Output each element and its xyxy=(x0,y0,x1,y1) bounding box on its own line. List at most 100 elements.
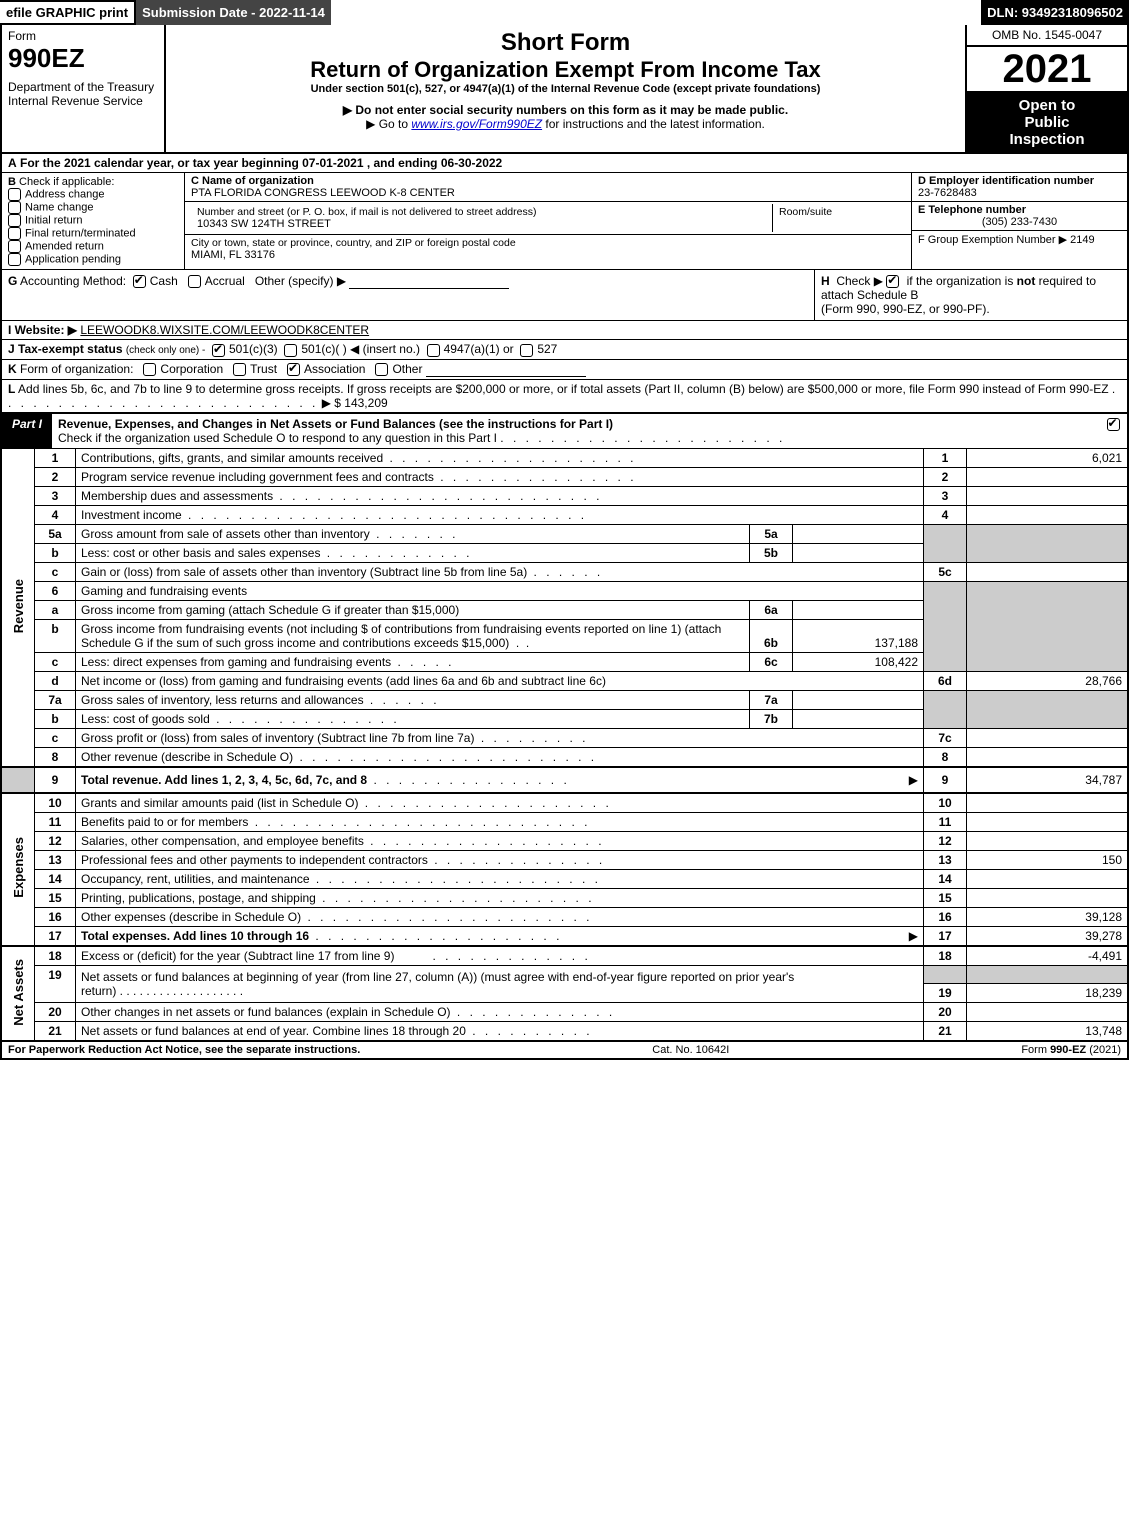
G-text: Accounting Method: xyxy=(20,274,126,288)
goto-prefix: ▶ Go to xyxy=(366,117,411,131)
l2-d: Program service revenue including govern… xyxy=(81,470,434,484)
ssn-warning: ▶ Do not enter social security numbers o… xyxy=(172,103,959,117)
cb-cash[interactable] xyxy=(133,275,146,288)
l7b-d: Less: cost of goods sold xyxy=(81,712,210,726)
K-corp: Corporation xyxy=(160,362,223,376)
cb-name-change[interactable] xyxy=(8,201,21,214)
l10-d: Grants and similar amounts paid (list in… xyxy=(81,796,358,810)
l18-n: 18 xyxy=(35,946,76,966)
l1-rn: 1 xyxy=(924,449,967,468)
form-id-block: Form 990EZ Department of the Treasury In… xyxy=(2,25,166,152)
J-c: 4947(a)(1) or xyxy=(444,342,514,356)
C-street-label: Number and street (or P. O. box, if mail… xyxy=(197,206,766,218)
l7c-d: Gross profit or (loss) from sales of inv… xyxy=(81,731,474,745)
l10-rn: 10 xyxy=(924,793,967,813)
cb-H[interactable] xyxy=(886,275,899,288)
cb-pending[interactable] xyxy=(8,253,21,266)
l12-rv xyxy=(967,831,1128,850)
l7b-mv xyxy=(793,709,924,728)
B-item-0: Address change xyxy=(25,188,105,200)
l7c-n: c xyxy=(35,728,76,747)
l4-rn: 4 xyxy=(924,505,967,524)
l5b-mv xyxy=(793,543,924,562)
I-url[interactable]: LEEWOODK8.WIXSITE.COM/LEEWOODK8CENTER xyxy=(80,323,369,337)
part1-title: Revenue, Expenses, and Changes in Net As… xyxy=(52,414,1103,448)
cb-part1-scho[interactable] xyxy=(1107,418,1120,431)
l6b-n: b xyxy=(35,619,76,652)
l20-d: Other changes in net assets or fund bala… xyxy=(81,1005,451,1019)
cb-final-return[interactable] xyxy=(8,227,21,240)
cb-527[interactable] xyxy=(520,344,533,357)
cb-other[interactable] xyxy=(375,363,388,376)
l13-rv: 150 xyxy=(967,850,1128,869)
form-number: 990EZ xyxy=(8,43,158,74)
sidebar-expenses: Expenses xyxy=(11,837,26,898)
l12-n: 12 xyxy=(35,831,76,850)
H-t2: if the organization is xyxy=(907,274,1017,288)
l13-n: 13 xyxy=(35,850,76,869)
title-block: Short Form Return of Organization Exempt… xyxy=(166,25,965,152)
l5a-n: 5a xyxy=(35,524,76,543)
l5b-n: b xyxy=(35,543,76,562)
E-label: E Telephone number xyxy=(918,204,1121,216)
row-K: K Form of organization: Corporation Trus… xyxy=(2,360,1127,380)
col-C: C Name of organization PTA FLORIDA CONGR… xyxy=(185,173,911,269)
cb-corp[interactable] xyxy=(143,363,156,376)
row-L: L Add lines 5b, 6c, and 7b to line 9 to … xyxy=(2,380,1127,414)
C-street: 10343 SW 124TH STREET xyxy=(197,218,766,230)
cb-amended[interactable] xyxy=(8,240,21,253)
col-B: B Check if applicable: Address change Na… xyxy=(2,173,185,269)
cb-501c3[interactable] xyxy=(212,344,225,357)
l18-rn: 18 xyxy=(924,946,967,966)
cb-4947[interactable] xyxy=(427,344,440,357)
footer-left: For Paperwork Reduction Act Notice, see … xyxy=(8,1044,360,1056)
lines-table: Revenue 1 Contributions, gifts, grants, … xyxy=(2,449,1127,1041)
l5a-d: Gross amount from sale of assets other t… xyxy=(81,527,370,541)
l7a-d: Gross sales of inventory, less returns a… xyxy=(81,693,364,707)
l16-d: Other expenses (describe in Schedule O) xyxy=(81,910,301,924)
row-BCDEF: B Check if applicable: Address change Na… xyxy=(2,173,1127,270)
l6d-rv: 28,766 xyxy=(967,671,1128,690)
B-item-1: Name change xyxy=(25,201,94,213)
l4-d: Investment income xyxy=(81,508,182,522)
l9-rn: 9 xyxy=(924,767,967,793)
A-label: A xyxy=(8,156,17,170)
cb-trust[interactable] xyxy=(233,363,246,376)
l6c-mv: 108,422 xyxy=(793,652,924,671)
l16-n: 16 xyxy=(35,907,76,926)
dept-treasury: Department of the Treasury xyxy=(8,80,158,94)
l4-n: 4 xyxy=(35,505,76,524)
dept-irs: Internal Revenue Service xyxy=(8,94,158,108)
l5a-mv xyxy=(793,524,924,543)
subsection-line: Under section 501(c), 527, or 4947(a)(1)… xyxy=(172,83,959,95)
short-form: Short Form xyxy=(172,29,959,57)
D-ein: 23-7628483 xyxy=(918,187,1121,199)
l10-n: 10 xyxy=(35,793,76,813)
l5c-n: c xyxy=(35,562,76,581)
l3-n: 3 xyxy=(35,486,76,505)
l6d-rn: 6d xyxy=(924,671,967,690)
l15-d: Printing, publications, postage, and shi… xyxy=(81,891,316,905)
form-frame: Form 990EZ Department of the Treasury In… xyxy=(0,25,1129,1042)
H-not: not xyxy=(1017,274,1036,288)
part1-bar: Part I Revenue, Expenses, and Changes in… xyxy=(2,414,1127,449)
open-line3: Inspection xyxy=(971,131,1123,148)
footer: For Paperwork Reduction Act Notice, see … xyxy=(0,1042,1129,1060)
l9-d: Total revenue. Add lines 1, 2, 3, 4, 5c,… xyxy=(81,773,367,787)
l17-rv: 39,278 xyxy=(967,926,1128,946)
B-label: B xyxy=(8,176,16,188)
cb-501c[interactable] xyxy=(284,344,297,357)
footer-right: Form 990-EZ (2021) xyxy=(1021,1044,1121,1056)
cb-address-change[interactable] xyxy=(8,188,21,201)
H-label: H xyxy=(821,274,830,288)
F-group: F Group Exemption Number ▶ 2149 xyxy=(918,233,1121,246)
l14-d: Occupancy, rent, utilities, and maintena… xyxy=(81,872,310,886)
l6c-n: c xyxy=(35,652,76,671)
cb-initial-return[interactable] xyxy=(8,214,21,227)
B-item-2: Initial return xyxy=(25,214,82,226)
cb-accrual[interactable] xyxy=(188,275,201,288)
goto-link[interactable]: www.irs.gov/Form990EZ xyxy=(411,117,542,131)
cb-assoc[interactable] xyxy=(287,363,300,376)
l1-d: Contributions, gifts, grants, and simila… xyxy=(81,451,383,465)
l15-rv xyxy=(967,888,1128,907)
